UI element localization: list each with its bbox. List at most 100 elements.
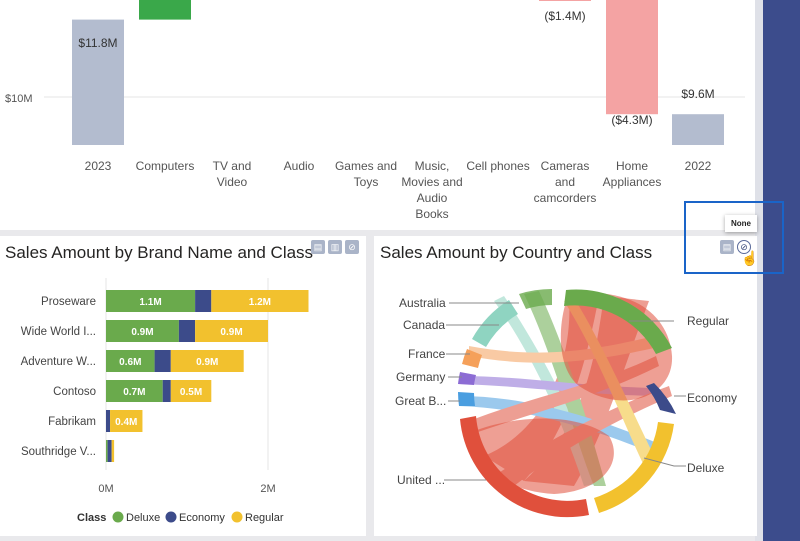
- x-category-label: Audio: [417, 191, 448, 205]
- waterfall-chart-panel[interactable]: $10M $11.8M ($1.4M) ($4.3M) $9.6M 2023 Compu…: [0, 0, 755, 230]
- x-category-label: 2022: [685, 159, 712, 173]
- waterfall-chart: $10M $11.8M ($1.4M) ($4.3M) $9.6M 2023 Compu…: [5, 0, 745, 221]
- country-label: Australia: [399, 296, 446, 310]
- legend-marker-regular: [231, 511, 243, 523]
- arc-economy[interactable]: [646, 383, 676, 414]
- data-label: ($1.4M): [544, 9, 585, 23]
- waterfall-bar[interactable]: [606, 0, 658, 115]
- window-edge: [755, 0, 763, 541]
- x-category-label: Audio: [284, 159, 315, 173]
- category-label: Fabrikam: [48, 416, 96, 428]
- chart-title: Sales Amount by Brand Name and Class: [5, 243, 314, 262]
- bar-segment-deluxe[interactable]: [106, 440, 108, 462]
- brand-chart-panel[interactable]: Sales Amount by Brand Name and Class ▤ ▥…: [0, 236, 366, 536]
- x-category-label: Video: [217, 175, 248, 189]
- category-label: Proseware: [41, 296, 96, 308]
- x-category-label: Appliances: [603, 175, 662, 189]
- waterfall-bar[interactable]: [139, 0, 191, 20]
- x-category-label: Home: [616, 159, 648, 173]
- expand-icon[interactable]: ▥: [328, 240, 342, 254]
- legend-title: Class: [77, 512, 106, 524]
- drill-icon[interactable]: ▤: [720, 240, 734, 254]
- highlight-box: [684, 201, 784, 274]
- bar-segment-economy[interactable]: [178, 320, 196, 342]
- bar-segment-deluxe[interactable]: [106, 320, 179, 342]
- x-category-label: Games and: [335, 159, 397, 173]
- bar-segment-regular[interactable]: [211, 290, 309, 312]
- bar-segment-economy[interactable]: [106, 410, 111, 432]
- bar-segment-deluxe[interactable]: [106, 380, 163, 402]
- x-tick-label: 0M: [98, 483, 113, 495]
- arc-great-britain[interactable]: [458, 392, 475, 406]
- class-label: Economy: [687, 391, 737, 405]
- filter-icon[interactable]: ⊘: [737, 240, 751, 254]
- waterfall-bar[interactable]: [539, 0, 591, 1]
- waterfall-bar[interactable]: [72, 19, 124, 146]
- legend-marker-economy: [165, 511, 177, 523]
- legend: Class Deluxe Economy Regular: [77, 511, 284, 524]
- drill-icon[interactable]: ▤: [311, 240, 325, 254]
- x-category-label: Cameras: [541, 159, 590, 173]
- bar-segment-economy[interactable]: [162, 380, 171, 402]
- arc-germany[interactable]: [458, 372, 476, 385]
- country-label: France: [408, 347, 446, 361]
- x-category-label: camcorders: [534, 191, 597, 205]
- data-label: 0.6M: [119, 357, 141, 368]
- x-category-label: Cell phones: [466, 159, 529, 173]
- bar-segment-economy[interactable]: [195, 290, 212, 312]
- arc-regular[interactable]: [564, 289, 672, 354]
- bar-segment-regular[interactable]: [111, 440, 115, 462]
- data-label: 0.9M: [220, 327, 242, 338]
- bar-segment-regular[interactable]: [110, 410, 143, 432]
- data-label: 1.1M: [139, 297, 161, 308]
- arc-deluxe[interactable]: [594, 422, 674, 513]
- country-label: Canada: [403, 318, 445, 332]
- country-chart-panel[interactable]: Sales Amount by Country and Class ▤ ⊘: [374, 236, 757, 536]
- side-panel-collapsed[interactable]: [763, 0, 800, 541]
- bar-segment-regular[interactable]: [170, 380, 212, 402]
- bar-segment-regular[interactable]: [195, 320, 268, 342]
- country-label: United ...: [397, 473, 445, 487]
- data-label: $11.8M: [78, 36, 117, 50]
- chart-title: Sales Amount by Country and Class: [380, 243, 653, 262]
- data-label: ($4.3M): [611, 113, 652, 127]
- chord-ribbon: [474, 418, 614, 494]
- bar-segment-regular[interactable]: [170, 350, 244, 372]
- legend-label[interactable]: Regular: [245, 512, 284, 524]
- category-label: Southridge V...: [21, 446, 96, 458]
- arc-australia[interactable]: [519, 288, 552, 309]
- x-category-label: Toys: [354, 175, 379, 189]
- legend-label[interactable]: Deluxe: [126, 512, 160, 524]
- bar-segment-deluxe[interactable]: [106, 290, 196, 312]
- chord-ribbon: [459, 396, 664, 456]
- y-tick-label: $10M: [5, 93, 33, 105]
- x-category-label: 2023: [85, 159, 112, 173]
- legend-marker-deluxe: [112, 511, 124, 523]
- arc-united[interactable]: [460, 416, 589, 518]
- bar-segment-deluxe[interactable]: [106, 350, 155, 372]
- arc-canada[interactable]: [472, 300, 518, 347]
- visual-header-icons: ▤ ⊘: [720, 240, 751, 254]
- waterfall-bar[interactable]: [672, 114, 724, 145]
- country-label: Germany: [396, 370, 445, 384]
- x-category-label: Computers: [136, 159, 195, 173]
- data-label: 1.2M: [249, 297, 271, 308]
- category-label: Contoso: [53, 386, 96, 398]
- x-tick-label: 2M: [260, 483, 275, 495]
- hand-cursor-icon: ☝: [741, 250, 759, 266]
- x-category-label: Music,: [415, 159, 450, 173]
- country-labels: Australia Canada France Germany Great B.…: [395, 296, 737, 487]
- legend-label[interactable]: Economy: [179, 512, 225, 524]
- category-label: Adventure W...: [21, 356, 96, 368]
- data-label: 0.9M: [196, 357, 218, 368]
- x-category-label: and: [555, 175, 575, 189]
- data-label: 0.4M: [115, 417, 137, 428]
- bar-segment-economy[interactable]: [107, 440, 112, 462]
- filter-icon[interactable]: ⊘: [345, 240, 359, 254]
- category-label: Wide World I...: [21, 326, 96, 338]
- chord-chart: Australia Canada France Germany Great B.…: [395, 288, 737, 518]
- data-label: $9.6M: [681, 87, 714, 101]
- data-label: 0.9M: [131, 327, 153, 338]
- data-label: 0.7M: [123, 387, 145, 398]
- bar-segment-economy[interactable]: [154, 350, 171, 372]
